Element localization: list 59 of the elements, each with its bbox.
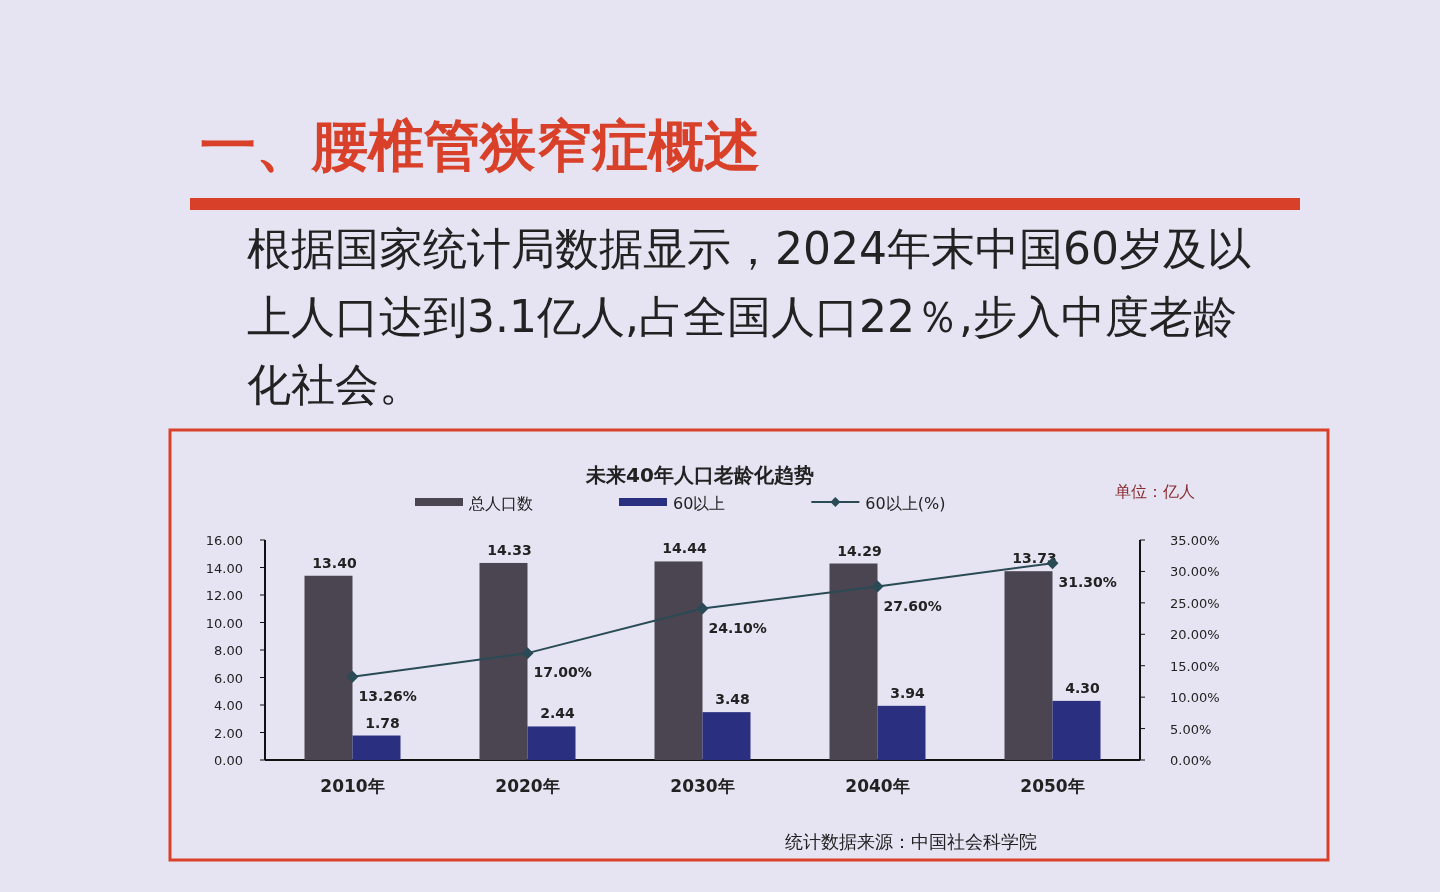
point <box>346 670 359 683</box>
bar <box>304 575 353 760</box>
y-tick-label: 12.00 <box>205 588 243 603</box>
y2-tick-label: 0.00% <box>1170 753 1212 768</box>
bar <box>527 726 576 760</box>
y-tick-label: 2.00 <box>214 725 243 741</box>
data-label: 1.78 <box>365 714 400 731</box>
y-tick-label: 10.00 <box>205 615 243 631</box>
y2-tick-label: 20.00% <box>1170 627 1220 643</box>
bar <box>352 735 401 760</box>
data-label: 14.29 <box>837 542 882 559</box>
y2-tick-label: 10.00% <box>1170 690 1220 706</box>
data-label: 27.60% <box>883 597 942 614</box>
x-tick-label: 2020年 <box>495 776 560 796</box>
point <box>696 602 709 615</box>
data-label: 31.30% <box>1058 574 1117 591</box>
y-tick-label: 6.00 <box>214 670 243 686</box>
legend-总人口数: 总人口数 <box>415 494 533 513</box>
x-tick-label: 2010年 <box>320 776 385 796</box>
text: 统计数据来源：中国社会科学院 <box>785 831 1037 852</box>
x-tick-label: 2040年 <box>845 776 910 796</box>
y-tick-label: 8.00 <box>214 643 243 658</box>
data-label: 3.48 <box>715 691 750 708</box>
y2-tick-label: 25.00% <box>1170 595 1220 611</box>
text: 一、腰椎管狭窄症概述 <box>200 113 760 178</box>
x-tick-label: 2050年 <box>1020 776 1085 796</box>
data-label: 2.44 <box>540 705 576 722</box>
y-tick-label: 16.00 <box>205 533 243 548</box>
text: 单位：亿人 <box>1115 482 1195 501</box>
data-label: 17.00% <box>533 664 592 681</box>
text: 根据国家统计局数据显示，2024年末中国60岁及以上人口达到3.1亿人,占全国人口22％,步入中度老龄化社会。 <box>246 222 1252 412</box>
legend-label: 总人口数 <box>468 494 533 513</box>
chart-title: 未来40年人口老龄化趋势 <box>585 463 814 487</box>
y2-tick-label: 35.00% <box>1170 533 1220 548</box>
data-label: 24.10% <box>708 619 767 636</box>
bar <box>877 705 926 760</box>
data-label: 13.26% <box>358 687 417 704</box>
bar <box>702 712 751 760</box>
legend-label: 60以上(%) <box>865 494 946 513</box>
bar <box>829 563 878 760</box>
data-label: 13.40 <box>312 554 357 571</box>
data-label: 3.94 <box>890 684 926 701</box>
y2-tick-label: 15.00% <box>1170 658 1220 674</box>
y-tick-label: 0.00 <box>214 753 243 768</box>
y2-tick-label: 30.00% <box>1170 564 1220 580</box>
bar <box>654 561 703 760</box>
bar <box>1052 700 1101 760</box>
data-label: 14.44 <box>662 540 707 557</box>
data-label: 4.30 <box>1065 679 1101 696</box>
point <box>521 647 534 660</box>
y-tick-label: 14.00 <box>205 560 243 576</box>
x-tick-label: 2030年 <box>670 776 735 796</box>
bar <box>1004 571 1053 760</box>
data-label: 14.33 <box>487 541 532 558</box>
bar <box>479 562 528 760</box>
y2-tick-label: 5.00% <box>1170 721 1212 737</box>
point <box>871 580 884 593</box>
legend-label: 60以上 <box>673 494 726 513</box>
y-tick-label: 4.00 <box>214 698 243 713</box>
